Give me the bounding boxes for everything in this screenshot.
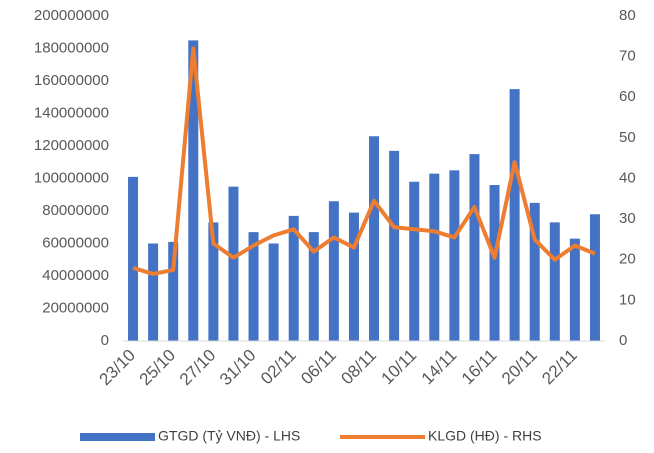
bar bbox=[489, 185, 500, 341]
bar bbox=[429, 173, 440, 341]
bar bbox=[308, 232, 319, 341]
y2-tick-label: 70 bbox=[619, 48, 636, 65]
line bbox=[132, 46, 596, 276]
y2-tick-label: 40 bbox=[619, 169, 636, 186]
y2-tick-label: 10 bbox=[619, 291, 636, 308]
y-tick-label: 0 bbox=[101, 332, 109, 349]
y-tick-label: 100000000 bbox=[34, 169, 109, 186]
y2-tick-label: 80 bbox=[619, 7, 636, 24]
y-tick-label: 80000000 bbox=[42, 202, 109, 219]
y2-tick-label: 30 bbox=[619, 210, 636, 227]
bar bbox=[509, 89, 520, 341]
bar bbox=[128, 176, 139, 341]
y-tick-label: 120000000 bbox=[34, 137, 109, 154]
y-tick-label: 160000000 bbox=[34, 72, 109, 89]
x-tick-label: 23/10 bbox=[96, 346, 140, 390]
y-tick-label: 180000000 bbox=[34, 39, 109, 56]
x-tick-label: 06/11 bbox=[297, 346, 340, 389]
legend-label: KLGD (HĐ) - RHS bbox=[428, 428, 542, 444]
x-tick-label: 20/11 bbox=[498, 346, 541, 389]
y-tick-label: 40000000 bbox=[42, 267, 109, 284]
bar bbox=[589, 214, 600, 341]
bar bbox=[409, 181, 420, 341]
y2-tick-label: 60 bbox=[619, 88, 636, 105]
bar bbox=[369, 136, 380, 341]
legend-swatch bbox=[80, 433, 155, 441]
x-tick-label: 08/11 bbox=[337, 346, 380, 389]
bar bbox=[248, 232, 259, 341]
bar bbox=[168, 241, 179, 341]
bar bbox=[228, 186, 239, 341]
bar bbox=[449, 170, 460, 341]
y2-tick-label: 50 bbox=[619, 129, 636, 146]
bar bbox=[569, 238, 580, 341]
y-tick-label: 140000000 bbox=[34, 104, 109, 121]
x-tick-label: 22/11 bbox=[538, 346, 581, 389]
x-tick-label: 10/11 bbox=[378, 346, 421, 389]
y-tick-label: 20000000 bbox=[42, 299, 109, 316]
y-tick-label: 60000000 bbox=[42, 234, 109, 251]
bar bbox=[288, 215, 299, 341]
bar bbox=[469, 154, 480, 341]
x-tick-label: 25/10 bbox=[136, 346, 180, 390]
x-tick-label: 16/11 bbox=[458, 346, 501, 389]
x-tick-label: 02/11 bbox=[257, 346, 300, 389]
bar bbox=[529, 202, 540, 341]
bar bbox=[148, 243, 159, 341]
bar bbox=[348, 212, 359, 341]
bar bbox=[389, 150, 400, 341]
bar bbox=[328, 201, 339, 341]
bar bbox=[268, 243, 279, 341]
bar bbox=[549, 222, 560, 341]
bar bbox=[208, 222, 219, 341]
y-tick-label: 200000000 bbox=[34, 7, 109, 24]
y2-tick-label: 20 bbox=[619, 251, 636, 268]
legend-label: GTGD (Tỷ VNĐ) - LHS bbox=[158, 428, 300, 444]
x-tick-label: 14/11 bbox=[418, 346, 461, 389]
bar bbox=[188, 40, 199, 341]
y2-tick-label: 0 bbox=[619, 332, 627, 349]
x-tick-label: 27/10 bbox=[176, 346, 220, 390]
x-tick-label: 31/10 bbox=[216, 346, 260, 390]
